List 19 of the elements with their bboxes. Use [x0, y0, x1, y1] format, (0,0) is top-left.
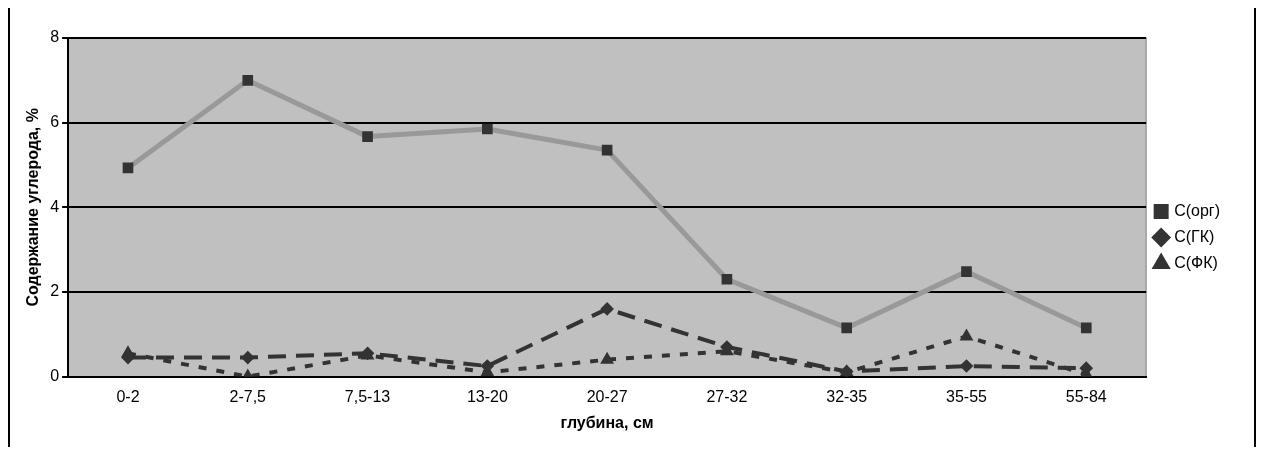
x-tick-label: 7,5-13 — [344, 387, 391, 405]
y-axis-title: Содержание углерода, % — [24, 108, 42, 307]
x-tick-label: 27-32 — [706, 387, 748, 405]
legend-label: C(орг) — [1174, 201, 1220, 219]
y-tick-label: 0 — [50, 367, 60, 385]
y-tick-label: 2 — [50, 282, 60, 300]
legend-label: C(ФК) — [1174, 253, 1218, 271]
x-tick-label: 55-84 — [1065, 387, 1107, 405]
x-tick-label: 2-7,5 — [229, 387, 267, 405]
y-tick-label: 8 — [50, 28, 60, 46]
legend-label: C(ГК) — [1174, 227, 1215, 245]
x-tick-label: 0-2 — [116, 387, 140, 405]
y-tick-label: 4 — [50, 197, 60, 215]
x-axis-title: глубина, см — [560, 413, 654, 431]
x-tick-label: 20-27 — [586, 387, 628, 405]
x-tick-label: 35-55 — [946, 387, 988, 405]
x-tick-label: 13-20 — [466, 387, 508, 405]
x-tick-label: 32-35 — [826, 387, 868, 405]
y-tick-label: 6 — [50, 113, 60, 131]
